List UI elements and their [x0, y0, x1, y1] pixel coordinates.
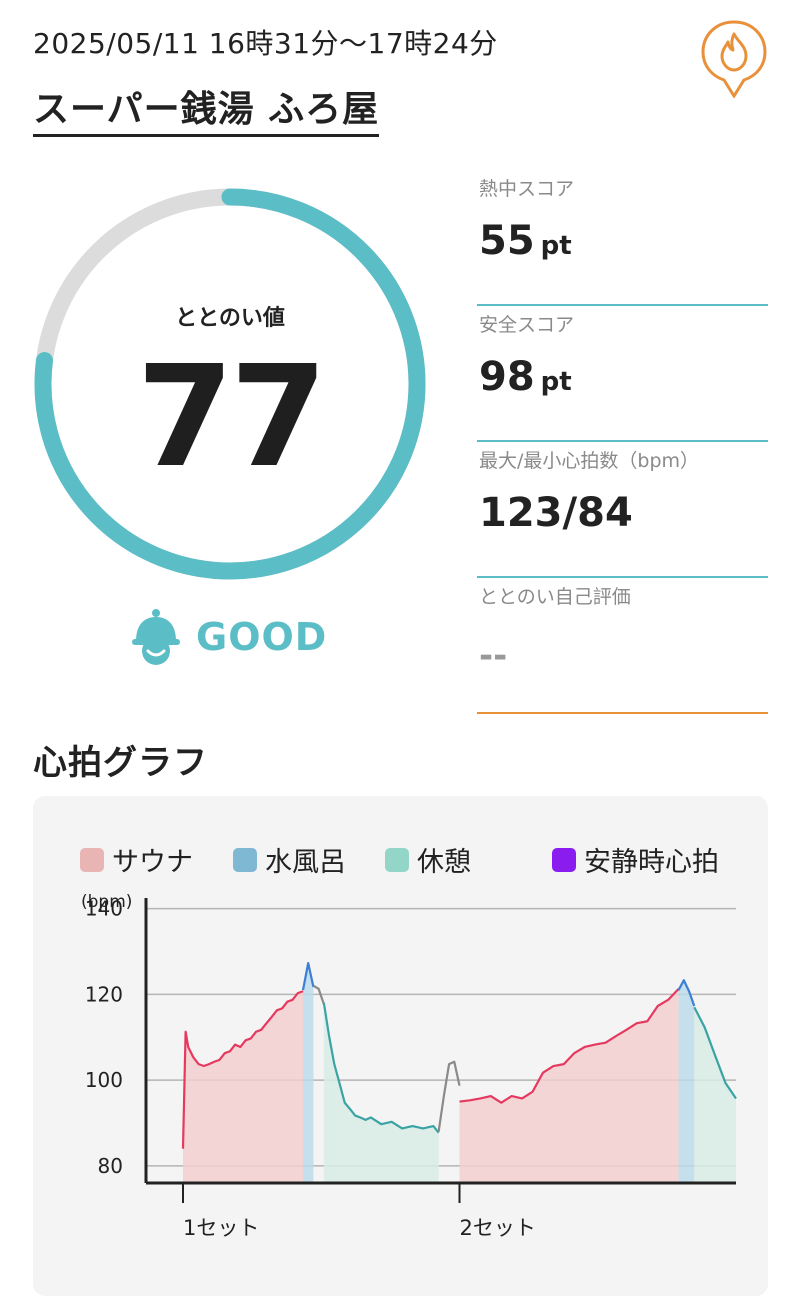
facility-name-link[interactable]: スーパー銭湯 ふろ屋: [33, 80, 380, 137]
y-tick-label: 120: [85, 982, 123, 1006]
legend-label: サウナ: [112, 847, 193, 878]
y-axis-unit-label: (bpm): [81, 892, 132, 912]
session-datetime: 2025/05/11 16時31分〜17時24分: [33, 27, 498, 60]
legend-label: 休憩: [417, 847, 471, 878]
score-heart-rate: 最大/最小心拍数（bpm） 123/84: [477, 442, 768, 578]
phase-area-sauna: [459, 990, 679, 1183]
y-tick-label: 100: [85, 1068, 123, 1092]
totonoi-gauge-fill: [34, 188, 426, 580]
legend-swatch-resting-heart-rate: [552, 847, 576, 872]
status-text: GOOD: [196, 615, 328, 659]
phase-line-sauna: [181, 990, 304, 1149]
phase-line-cold: [301, 962, 315, 991]
score-safety: 安全スコア 98 pt: [477, 306, 768, 442]
phase-area-rest: [323, 1002, 439, 1183]
legend-label: 水風呂: [265, 847, 346, 878]
set-marker-label: 1セット: [183, 1216, 259, 1240]
score-value: --: [479, 636, 508, 676]
totonoi-gauge: [34, 188, 426, 580]
phase-area-cold: [678, 981, 695, 1183]
phase-line-gap: [437, 1060, 461, 1132]
chart-legend: サウナ 水風呂 休憩 安静時心拍: [80, 840, 740, 879]
legend-label: 安静時心拍: [584, 847, 719, 878]
phase-line-gap: [312, 984, 325, 1005]
legend-rest: 休憩: [385, 840, 471, 879]
totonoi-value: 77: [136, 336, 328, 499]
phase-area-sauna: [183, 990, 303, 1183]
score-label: 最大/最小心拍数（bpm）: [479, 450, 700, 472]
phase-line-sauna: [459, 988, 680, 1104]
legend-sauna: サウナ: [80, 840, 193, 879]
fire-badge-icon[interactable]: [700, 18, 768, 98]
legend-swatch-cold-bath: [233, 847, 257, 872]
score-label: 熱中スコア: [479, 178, 575, 200]
legend-cold-bath: 水風呂: [233, 840, 346, 879]
bell-face-icon: [132, 609, 180, 665]
legend-resting-heart-rate: 安静時心拍: [552, 840, 719, 879]
score-list: 熱中スコア 55 pt 安全スコア 98 pt 最大/最小心拍数（bpm） 123/…: [477, 170, 768, 714]
score-value: 55 pt: [479, 218, 572, 264]
phase-area-cold: [302, 964, 314, 1183]
heart-graph-title: 心拍グラフ: [33, 743, 208, 783]
y-tick-label: 80: [98, 1154, 123, 1178]
set-marker-label: 2セット: [460, 1216, 536, 1240]
legend-swatch-rest: [385, 847, 409, 872]
phase-line-rest: [693, 1006, 737, 1100]
phase-line-cold: [677, 979, 696, 1007]
score-heat: 熱中スコア 55 pt: [477, 170, 768, 306]
legend-swatch-sauna: [80, 847, 104, 872]
score-value: 123/84: [479, 490, 633, 536]
y-tick-label: 140: [85, 897, 123, 921]
phase-line-rest: [322, 1002, 440, 1134]
score-self-evaluation[interactable]: ととのい自己評価 --: [477, 578, 768, 714]
score-label: ととのい自己評価: [479, 586, 631, 608]
score-label: 安全スコア: [479, 314, 575, 336]
phase-area-rest: [694, 1007, 736, 1183]
heart-rate-chart: (bpm)140 120 100 80 1セット 2セット: [81, 892, 737, 1240]
totonoi-label: ととのい値: [175, 306, 285, 331]
status-badge: GOOD: [130, 605, 327, 669]
score-value: 98 pt: [479, 354, 572, 400]
